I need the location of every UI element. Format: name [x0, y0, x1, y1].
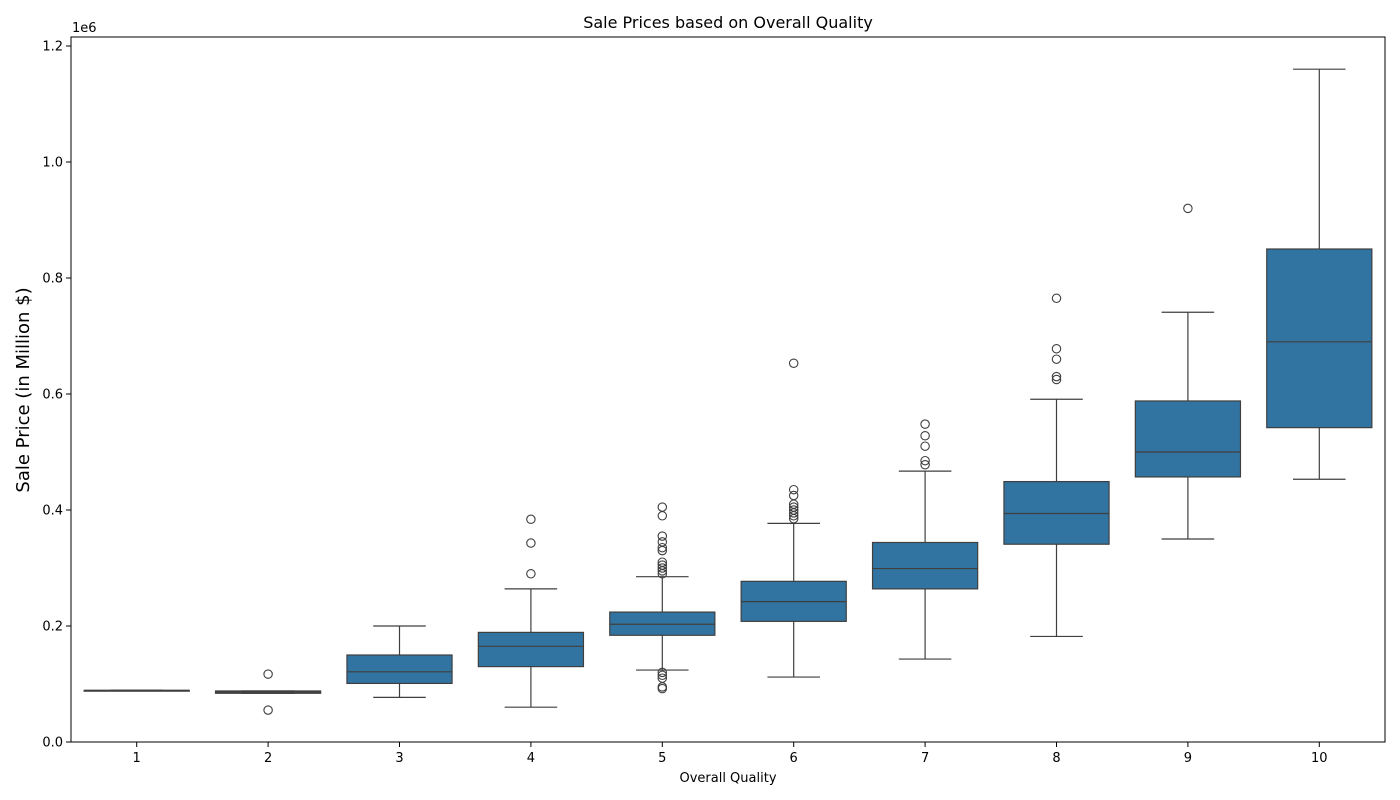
outlier-point — [657, 683, 668, 694]
outlier-point — [657, 511, 668, 521]
outlier-point — [657, 502, 668, 512]
x-tick-label: 5 — [658, 751, 666, 766]
x-axis-label: Overall Quality — [679, 771, 776, 786]
outlier-point — [657, 563, 668, 573]
outlier-point — [263, 669, 273, 679]
outlier-point — [788, 508, 799, 518]
outlier-point — [788, 490, 799, 501]
outlier-point — [920, 431, 930, 441]
y-tick-label: 1.2 — [42, 40, 63, 55]
outlier-point — [1051, 293, 1062, 304]
outlier-point — [657, 545, 668, 556]
outlier-point — [1051, 371, 1062, 382]
outlier-point — [788, 513, 799, 524]
x-tick-label: 6 — [790, 751, 798, 766]
x-tick-label: 8 — [1052, 751, 1060, 766]
box-iqr — [346, 654, 453, 685]
box-iqr — [1134, 400, 1242, 478]
y-tick-label: 1.0 — [42, 156, 63, 171]
outlier-point — [920, 460, 930, 470]
outlier-point — [526, 514, 536, 525]
outlier-point — [788, 358, 799, 369]
y-axis-label: Sale Price (in Million $) — [13, 287, 34, 492]
outlier-point — [920, 441, 930, 451]
outlier-point — [920, 455, 930, 466]
outlier-point — [788, 511, 799, 521]
x-tick-label: 9 — [1184, 751, 1192, 766]
x-tick-label: 3 — [395, 751, 403, 766]
outlier-point — [526, 538, 536, 548]
y-tick-label: 0.8 — [42, 272, 63, 287]
outlier-point — [263, 705, 273, 715]
y-tick-label: 0.2 — [42, 620, 63, 635]
y-tick-label: 0.6 — [42, 388, 63, 403]
outlier-point — [657, 542, 668, 553]
outlier-point — [657, 667, 668, 678]
outlier-point — [657, 569, 668, 579]
outlier-point — [1051, 374, 1062, 385]
outlier-point — [1051, 344, 1062, 354]
outlier-point — [526, 569, 536, 579]
axes-frame — [70, 36, 1386, 743]
box-iqr — [477, 631, 585, 668]
y-tick-label: 0.4 — [42, 504, 63, 519]
outlier-point — [788, 484, 799, 495]
box-iqr — [871, 541, 979, 590]
y-tick-label: 0.0 — [42, 736, 63, 751]
plot-area: 0.0 0.2 0.4 0.6 0.8 1.0 1.2 1 2 3 4 5 6 7 8 9 10 — [42, 40, 1373, 766]
x-tick-label: 10 — [1311, 751, 1328, 766]
x-tick-label: 1 — [133, 751, 141, 766]
outlier-point — [920, 419, 930, 429]
outlier-point — [657, 531, 668, 541]
box-iqr — [1266, 248, 1373, 429]
y-offset-label: 1e6 — [72, 21, 97, 36]
x-tick-label: 4 — [527, 751, 535, 766]
outlier-point — [657, 566, 668, 576]
outlier-point — [1183, 203, 1193, 214]
outlier-point — [1051, 354, 1062, 364]
outlier-point — [657, 670, 668, 681]
chart-title: Sale Prices based on Overall Quality — [583, 13, 873, 32]
x-tick-label: 2 — [264, 751, 272, 766]
x-tick-label: 7 — [921, 751, 929, 766]
